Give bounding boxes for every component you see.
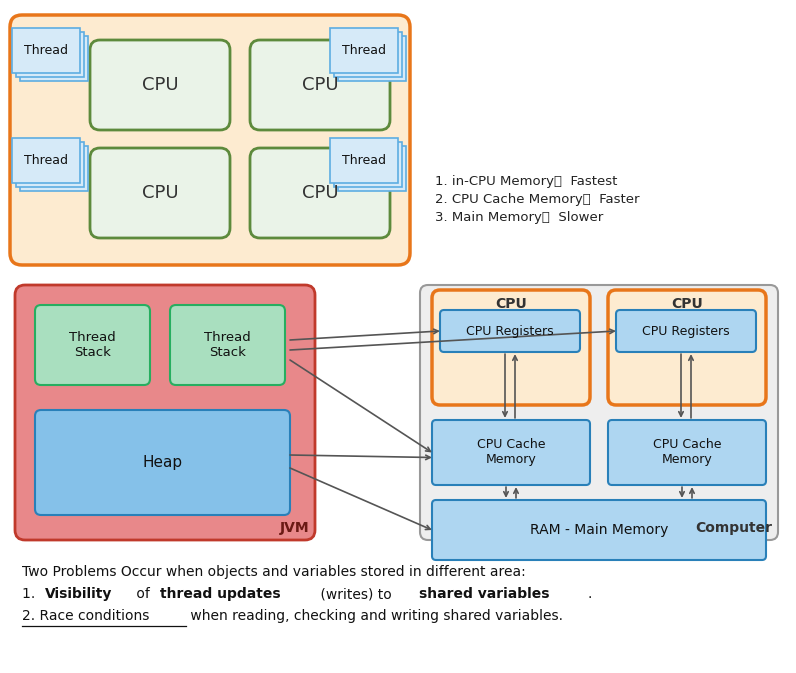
Text: 2. Race conditions: 2. Race conditions — [22, 609, 150, 623]
FancyBboxPatch shape — [608, 290, 766, 405]
FancyArrowPatch shape — [689, 356, 693, 418]
Bar — [16, 142, 84, 187]
Bar — [338, 36, 406, 81]
Bar — [338, 146, 406, 191]
Text: Heap: Heap — [142, 455, 182, 470]
Text: 2. CPU Cache Memory：  Faster: 2. CPU Cache Memory： Faster — [435, 193, 639, 206]
Text: .: . — [587, 587, 592, 601]
FancyArrowPatch shape — [290, 329, 615, 350]
FancyBboxPatch shape — [15, 285, 315, 540]
FancyBboxPatch shape — [432, 500, 766, 560]
Bar — [20, 146, 88, 191]
FancyBboxPatch shape — [440, 310, 580, 352]
Text: when reading, checking and writing shared variables.: when reading, checking and writing share… — [186, 609, 564, 623]
Bar — [12, 28, 80, 73]
FancyBboxPatch shape — [420, 285, 778, 540]
Text: Visibility: Visibility — [45, 587, 112, 601]
Text: 1.: 1. — [22, 587, 40, 601]
Text: Thread
Stack: Thread Stack — [204, 331, 251, 359]
FancyArrowPatch shape — [690, 489, 694, 498]
FancyBboxPatch shape — [170, 305, 285, 385]
Text: CPU: CPU — [495, 297, 527, 311]
Text: Thread: Thread — [24, 44, 68, 57]
Bar — [334, 142, 402, 187]
FancyBboxPatch shape — [90, 40, 230, 130]
FancyArrowPatch shape — [290, 455, 430, 460]
FancyBboxPatch shape — [432, 290, 590, 405]
Text: (writes) to: (writes) to — [316, 587, 396, 601]
Text: of: of — [131, 587, 154, 601]
Bar — [330, 138, 398, 183]
FancyArrowPatch shape — [503, 354, 507, 416]
Bar — [334, 32, 402, 77]
Bar — [12, 138, 80, 183]
FancyBboxPatch shape — [432, 420, 590, 485]
Bar — [20, 36, 88, 81]
Text: CPU Registers: CPU Registers — [642, 324, 730, 337]
Text: CPU: CPU — [302, 184, 338, 202]
FancyBboxPatch shape — [250, 148, 390, 238]
Text: CPU: CPU — [142, 184, 178, 202]
Text: Computer: Computer — [695, 521, 772, 535]
Text: RAM - Main Memory: RAM - Main Memory — [530, 523, 668, 537]
Text: CPU: CPU — [302, 76, 338, 94]
FancyBboxPatch shape — [35, 410, 290, 515]
Text: CPU Cache
Memory: CPU Cache Memory — [477, 439, 545, 466]
Text: CPU Cache
Memory: CPU Cache Memory — [653, 439, 721, 466]
Text: 3. Main Memory：  Slower: 3. Main Memory： Slower — [435, 211, 603, 224]
FancyBboxPatch shape — [10, 15, 410, 265]
Text: 1. in-CPU Memory：  Fastest: 1. in-CPU Memory： Fastest — [435, 175, 618, 188]
Text: thread updates: thread updates — [160, 587, 281, 601]
FancyArrowPatch shape — [290, 329, 438, 340]
FancyBboxPatch shape — [616, 310, 756, 352]
FancyBboxPatch shape — [90, 148, 230, 238]
Text: Thread: Thread — [24, 154, 68, 167]
Text: JVM: JVM — [279, 521, 309, 535]
FancyArrowPatch shape — [680, 487, 685, 496]
FancyArrowPatch shape — [290, 468, 431, 530]
FancyArrowPatch shape — [679, 354, 683, 416]
Text: CPU: CPU — [142, 76, 178, 94]
Text: Thread
Stack: Thread Stack — [69, 331, 116, 359]
Bar — [16, 32, 84, 77]
FancyBboxPatch shape — [608, 420, 766, 485]
Text: Thread: Thread — [342, 154, 386, 167]
Text: CPU Registers: CPU Registers — [466, 324, 554, 337]
Text: CPU: CPU — [671, 297, 703, 311]
FancyArrowPatch shape — [290, 360, 431, 452]
FancyArrowPatch shape — [504, 487, 508, 496]
FancyBboxPatch shape — [250, 40, 390, 130]
Text: shared variables: shared variables — [419, 587, 550, 601]
Bar — [330, 28, 398, 73]
FancyArrowPatch shape — [513, 356, 517, 418]
Text: Two Problems Occur when objects and variables stored in different area:: Two Problems Occur when objects and vari… — [22, 565, 525, 579]
FancyBboxPatch shape — [35, 305, 150, 385]
Text: Thread: Thread — [342, 44, 386, 57]
FancyArrowPatch shape — [513, 489, 518, 498]
